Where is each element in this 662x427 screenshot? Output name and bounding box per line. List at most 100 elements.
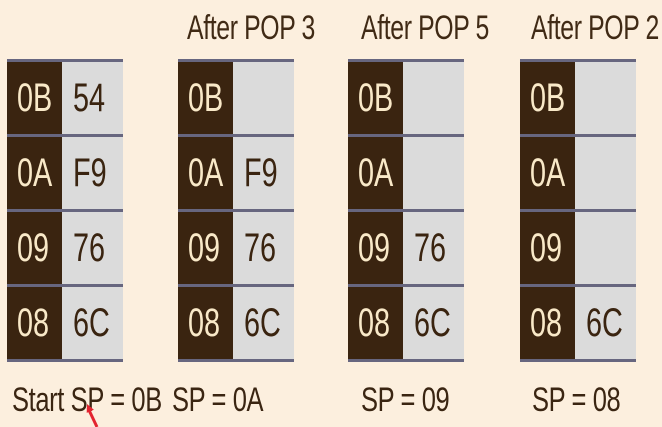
address-text: 08 xyxy=(530,301,563,345)
value-cell: 6C xyxy=(233,287,294,359)
value-cell: 6C xyxy=(62,287,123,359)
address-text: 0A xyxy=(188,151,224,195)
row-divider xyxy=(178,359,294,362)
address-text: 0B xyxy=(358,76,394,120)
row-divider xyxy=(348,284,464,287)
row-divider xyxy=(7,134,123,137)
header-after-pop-5: After POP 5 xyxy=(361,9,489,47)
header-after-pop-2: After POP 2 xyxy=(531,9,659,47)
address-cell: 09 xyxy=(520,212,575,284)
value-text: 6C xyxy=(414,301,451,345)
value-cell xyxy=(403,62,464,134)
memory-stack-start: 0B 54 0A F9 09 76 08 6C xyxy=(7,59,123,362)
address-cell: 09 xyxy=(178,212,233,284)
stack-row: 0A F9 xyxy=(178,137,294,209)
address-cell: 08 xyxy=(7,287,62,359)
address-text: 09 xyxy=(358,226,391,270)
address-cell: 0A xyxy=(520,137,575,209)
stack-row: 0B xyxy=(348,62,464,134)
address-cell: 09 xyxy=(7,212,62,284)
row-divider xyxy=(178,134,294,137)
row-divider xyxy=(520,134,636,137)
memory-stack-after-pop-5: 0B 0A 09 76 08 6C xyxy=(348,59,464,362)
sp-label-after-pop-3: SP = 0A xyxy=(172,381,264,419)
row-divider xyxy=(7,284,123,287)
value-text: F9 xyxy=(244,151,278,195)
stack-row: 09 76 xyxy=(348,212,464,284)
address-text: 09 xyxy=(17,226,50,270)
row-divider xyxy=(520,284,636,287)
address-text: 0B xyxy=(530,76,566,120)
row-divider xyxy=(7,59,123,62)
address-text: 0B xyxy=(17,76,53,120)
memory-stack-after-pop-2: 0B 0A 09 08 6C xyxy=(520,59,636,362)
stack-row: 0B xyxy=(178,62,294,134)
value-cell: F9 xyxy=(62,137,123,209)
row-divider xyxy=(178,284,294,287)
value-text: 76 xyxy=(73,226,106,270)
address-cell: 0A xyxy=(178,137,233,209)
sp-label-after-pop-8: SP = 08 xyxy=(532,381,621,419)
value-text: F9 xyxy=(73,151,107,195)
address-text: 09 xyxy=(530,226,563,270)
row-divider xyxy=(7,359,123,362)
row-divider xyxy=(348,59,464,62)
stack-row: 09 76 xyxy=(7,212,123,284)
memory-stack-after-pop-3: 0B 0A F9 09 76 08 6C xyxy=(178,59,294,362)
value-cell: 54 xyxy=(62,62,123,134)
stack-row: 08 6C xyxy=(520,287,636,359)
address-text: 08 xyxy=(358,301,391,345)
value-cell: 76 xyxy=(233,212,294,284)
value-cell xyxy=(575,62,636,134)
value-text: 54 xyxy=(73,76,106,120)
value-cell: 76 xyxy=(62,212,123,284)
stack-row: 0A xyxy=(348,137,464,209)
stack-row: 09 76 xyxy=(178,212,294,284)
address-cell: 08 xyxy=(178,287,233,359)
stack-row: 0A F9 xyxy=(7,137,123,209)
value-cell xyxy=(575,212,636,284)
row-divider xyxy=(7,209,123,212)
value-text: 76 xyxy=(244,226,277,270)
row-divider xyxy=(520,59,636,62)
row-divider xyxy=(348,359,464,362)
address-cell: 08 xyxy=(348,287,403,359)
stack-row: 08 6C xyxy=(348,287,464,359)
stack-row: 0A xyxy=(520,137,636,209)
header-after-pop-3: After POP 3 xyxy=(187,9,315,47)
value-cell: 6C xyxy=(403,287,464,359)
row-divider xyxy=(348,209,464,212)
address-text: 0B xyxy=(188,76,224,120)
address-text: 08 xyxy=(17,301,50,345)
row-divider xyxy=(178,209,294,212)
address-text: 0A xyxy=(17,151,53,195)
stack-row: 0B xyxy=(520,62,636,134)
value-cell xyxy=(575,137,636,209)
row-divider xyxy=(520,359,636,362)
address-cell: 0B xyxy=(520,62,575,134)
value-cell: F9 xyxy=(233,137,294,209)
value-cell: 76 xyxy=(403,212,464,284)
stack-row: 08 6C xyxy=(7,287,123,359)
address-text: 08 xyxy=(188,301,221,345)
address-cell: 0A xyxy=(348,137,403,209)
row-divider xyxy=(178,59,294,62)
row-divider xyxy=(348,134,464,137)
row-divider xyxy=(520,209,636,212)
address-cell: 0A xyxy=(7,137,62,209)
value-text: 6C xyxy=(586,301,623,345)
value-cell xyxy=(403,137,464,209)
address-text: 09 xyxy=(188,226,221,270)
address-cell: 08 xyxy=(520,287,575,359)
value-cell xyxy=(233,62,294,134)
address-cell: 0B xyxy=(178,62,233,134)
address-text: 0A xyxy=(358,151,394,195)
sp-label-after-pop-5: SP = 09 xyxy=(361,381,450,419)
address-cell: 0B xyxy=(348,62,403,134)
value-text: 6C xyxy=(73,301,110,345)
address-cell: 09 xyxy=(348,212,403,284)
address-text: 0A xyxy=(530,151,566,195)
address-cell: 0B xyxy=(7,62,62,134)
red-arrow-icon xyxy=(86,404,99,427)
